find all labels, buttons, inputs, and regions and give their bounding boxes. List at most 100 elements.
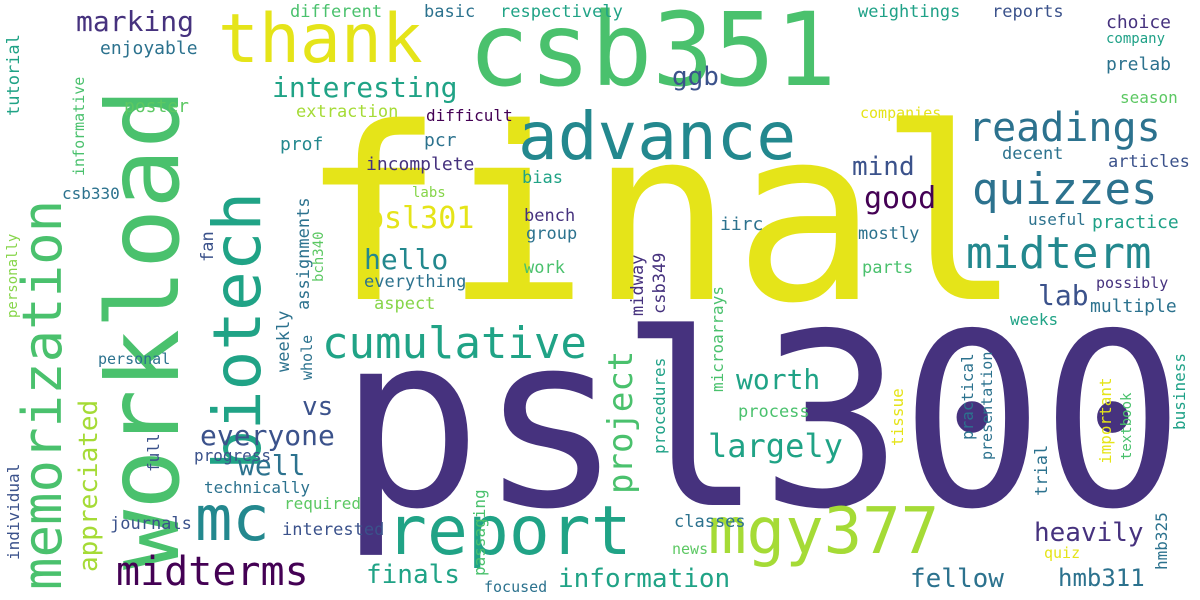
word-well: well [238, 449, 306, 482]
word-good: good [864, 181, 937, 216]
word-decent: decent [1002, 144, 1064, 164]
word-advance: advance [518, 98, 797, 175]
word-interesting: interesting [272, 71, 458, 104]
word-final: final [300, 76, 1023, 356]
word-difficult: difficult [426, 106, 513, 125]
word-weeks: weeks [1010, 310, 1059, 329]
word-work: work [524, 258, 565, 278]
word-personally: personally [5, 233, 21, 318]
word-heavily: heavily [1034, 518, 1144, 548]
word-extraction: extraction [296, 102, 399, 122]
word-practice: practice [1092, 212, 1179, 233]
word-pcr: pcr [424, 130, 457, 151]
word-procedures: tissue [888, 388, 907, 446]
word-business: hmb325 [1152, 512, 1171, 570]
word-prof: prof [280, 134, 324, 155]
word-marking: marking [76, 5, 195, 38]
word-report: report [386, 492, 632, 571]
word-appreciated: appreciated [74, 399, 104, 572]
word-focused: process [738, 402, 810, 422]
word-weekly: journals [110, 514, 192, 534]
word-lab: lab [1038, 279, 1089, 312]
word-informative: informative [70, 76, 88, 176]
word-hmb325: quiz [1044, 544, 1081, 562]
word-assignments: technically [204, 478, 310, 497]
word-practical: presentation [978, 351, 996, 460]
word-largely: largely [708, 427, 843, 465]
word-quizzes: quizzes [972, 164, 1158, 215]
word-full: classes [674, 512, 746, 532]
word-parts: parts [862, 258, 914, 278]
word-psl301: psl301 [366, 201, 475, 236]
word-midterms: midterms [116, 549, 309, 595]
word-aspect: aspect [374, 294, 436, 314]
word-journals: csb349 [650, 252, 670, 314]
word-news: whole [298, 334, 316, 380]
word-project: project [601, 350, 641, 494]
word-multiple: multiple [1090, 296, 1177, 317]
word-textbook: business [1170, 352, 1189, 430]
word-required: midway [628, 254, 648, 316]
word-midway: news [672, 540, 709, 558]
word-group: group [526, 224, 578, 244]
word-interested: microarrays [708, 286, 727, 392]
word-ggb: ggb [672, 62, 719, 92]
word-enjoyable: enjoyable [100, 38, 198, 59]
word-passaging: procedures [650, 357, 669, 454]
word-thank: thank [218, 0, 423, 79]
word-mind: mind [852, 152, 915, 182]
word-labs: labs [412, 185, 446, 201]
word-csb351: workload [85, 88, 202, 570]
word-respectively: respectively [500, 2, 623, 22]
word-companies: companies [860, 104, 942, 122]
word-readings: readings [968, 105, 1161, 151]
word-presentation: trial [1032, 444, 1052, 496]
word-bch340: required [284, 494, 362, 513]
word-reports: reports [992, 2, 1064, 22]
word-personal: fan [198, 231, 218, 262]
word-company: company [1106, 31, 1166, 47]
word-bias: bias [522, 168, 563, 188]
word-individual: individual [4, 463, 23, 560]
word-classes: personal [98, 350, 171, 368]
word-poster: poster [124, 96, 190, 117]
word-midterm: midterm [966, 228, 1152, 279]
word-season: season [1120, 88, 1178, 107]
word-mostly: mostly [858, 224, 920, 244]
word-bench: bench [524, 206, 576, 226]
word-information: information [558, 564, 731, 594]
word-trial: important [1096, 377, 1115, 464]
word-csb330: csb330 [62, 184, 120, 203]
word-incomplete: incomplete [366, 154, 475, 175]
word-fan: progress [194, 446, 272, 465]
word-hmb311: hmb311 [1058, 564, 1145, 592]
word-finals: finals [366, 560, 460, 590]
word-weightings: weightings [858, 2, 961, 22]
word-useful: useful [1028, 210, 1086, 229]
word-everything: everything [364, 272, 467, 292]
word-mgy377: mgy377 [708, 495, 940, 569]
word-mc: mc [195, 482, 270, 555]
word-progress: bch340 [311, 231, 327, 282]
word-tutorial: tutorial [4, 34, 24, 116]
word-important: textbook [1119, 392, 1135, 460]
word-prelab: prelab [1106, 54, 1172, 75]
word-fellow: fellow [910, 564, 1004, 594]
word-iirc: iirc [720, 214, 764, 235]
word-psl300: psl300 [338, 282, 1185, 562]
word-workload: csb351 [468, 0, 837, 110]
word-hello: hello [364, 243, 449, 276]
word-vs: vs [302, 392, 334, 422]
word-everyone: everyone [200, 419, 335, 452]
word-different: different [290, 2, 383, 22]
word-csb349: focused [484, 578, 548, 596]
word-articles: articles [1108, 152, 1190, 172]
word-microarrays: passaging [470, 489, 489, 576]
word-technically: weekly [274, 310, 294, 372]
word-memorization: memorization [11, 199, 74, 590]
word-worth: worth [736, 363, 821, 396]
word-possibly: possibly [1096, 274, 1169, 292]
word-tissue: practical [958, 353, 977, 440]
word-cumulative: cumulative [322, 318, 587, 369]
